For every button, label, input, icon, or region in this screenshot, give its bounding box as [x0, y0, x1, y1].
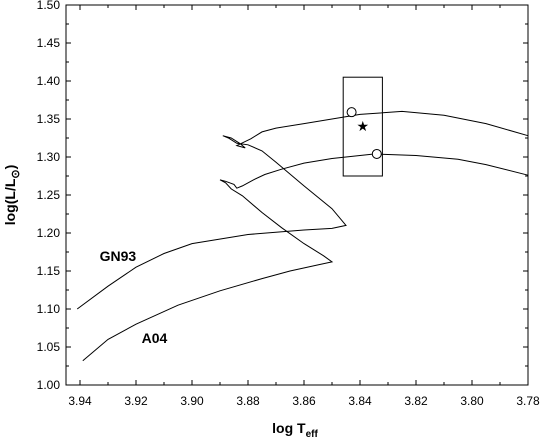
x-tick-label: 3.90: [180, 394, 204, 408]
series-annotation-a04: A04: [142, 330, 168, 346]
y-tick-label: 1.20: [37, 226, 61, 240]
y-tick-label: 1.25: [37, 188, 61, 202]
y-tick-label: 1.45: [37, 36, 61, 50]
y-tick-label: 1.35: [37, 112, 61, 126]
y-axis-title: log(L/L⊙): [2, 165, 22, 226]
series-line-a04: [82, 153, 529, 362]
y-tick-label: 1.30: [37, 150, 61, 164]
x-tick-label: 3.86: [292, 394, 316, 408]
x-tick-label: 3.94: [68, 394, 92, 408]
x-tick-label: 3.92: [124, 394, 148, 408]
y-tick-label: 1.40: [37, 74, 61, 88]
y-tick-label: 1.05: [37, 340, 61, 354]
model-point-marker: [371, 148, 382, 159]
series-line-gn93: [76, 110, 529, 310]
y-tick-label: 1.15: [37, 264, 61, 278]
x-tick-label: 3.88: [236, 394, 260, 408]
y-tick-label: 1.10: [37, 302, 61, 316]
x-tick-label: 3.80: [460, 394, 484, 408]
y-tick-label: 1.50: [37, 0, 61, 12]
x-tick-label: 3.78: [516, 394, 540, 408]
plot-frame: [65, 4, 529, 386]
plot-area: ★ GN93 A04: [65, 4, 529, 386]
series-annotation-gn93: GN93: [100, 248, 137, 264]
x-tick-label: 3.82: [404, 394, 428, 408]
model-point-marker: [346, 107, 357, 118]
y-tick-label: 1.00: [37, 378, 61, 392]
x-axis-title: log Teff: [272, 420, 318, 440]
star-marker: ★: [357, 119, 370, 135]
x-tick-label: 3.84: [348, 394, 372, 408]
observational-error-box: [342, 76, 383, 177]
axes-ticks: 3.94 3.92 3.90 3.88 3.86 3.84 3.82 3.80 3.78 1.00…: [37, 0, 540, 408]
